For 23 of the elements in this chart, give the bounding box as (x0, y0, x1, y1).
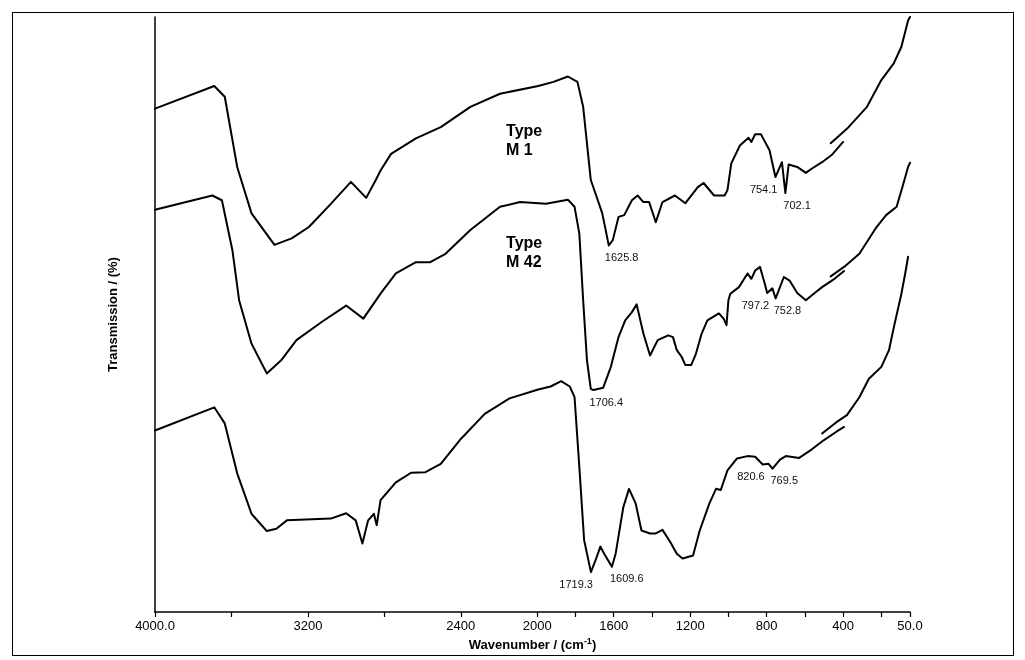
x-tick-label: 400 (832, 618, 854, 633)
x-tick-label: 4000.0 (135, 618, 175, 633)
x-tick-label: 1200 (675, 618, 705, 633)
annotation: 1706.4 (589, 395, 624, 408)
y-axis-title: Transmission / (%) (105, 257, 120, 372)
annotation: 820.6 (737, 469, 765, 482)
series-label: Type M 42 (506, 234, 547, 271)
annotation: 769.5 (770, 474, 799, 487)
x-tick-label: 1600 (599, 618, 629, 633)
annotation: 754.1 (749, 182, 778, 195)
x-tick-label: 50.0 (897, 618, 923, 633)
annotation: 1609.6 (609, 572, 644, 585)
x-tick-label: 3200 (293, 618, 323, 633)
annotation: 797.2 (741, 298, 770, 311)
x-tick-label: 800 (755, 618, 778, 633)
series-label: Type M 1 (506, 121, 547, 158)
annotation: 1625.8 (604, 250, 639, 263)
x-tick-label: 2000 (522, 618, 552, 633)
annotation: 702.1 (783, 198, 811, 211)
annotation: 752.8 (773, 303, 802, 316)
x-axis-title: Wavenumber / (cm$^{-1}$) (468, 635, 597, 652)
annotation: 1719.3 (559, 577, 593, 590)
x-tick-label: 2400 (446, 618, 476, 633)
